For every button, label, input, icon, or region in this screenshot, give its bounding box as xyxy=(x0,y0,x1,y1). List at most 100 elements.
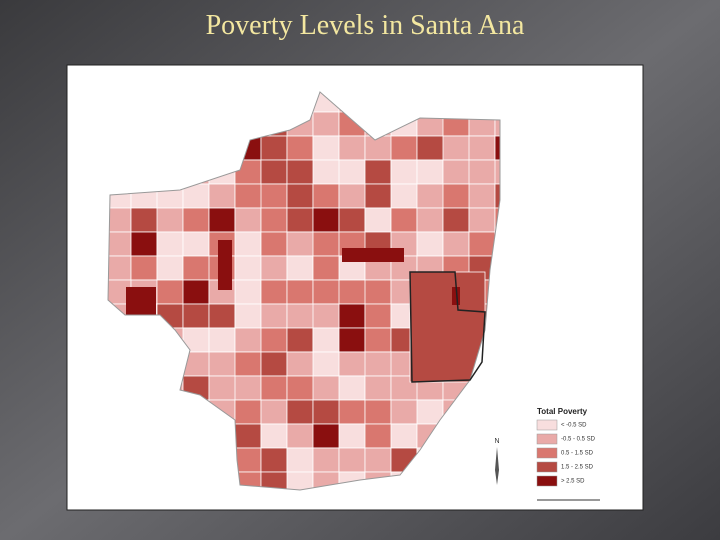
legend-swatch xyxy=(536,433,558,445)
tract xyxy=(156,255,184,281)
tract xyxy=(468,183,496,209)
tract xyxy=(260,351,288,377)
tract xyxy=(260,135,288,161)
legend-swatch xyxy=(536,475,558,487)
tract xyxy=(286,399,314,425)
tract xyxy=(260,375,288,401)
tract xyxy=(409,271,486,383)
tract xyxy=(390,423,418,449)
slide-title: Poverty Levels in Santa Ana xyxy=(206,10,525,41)
tract xyxy=(208,183,236,209)
tract xyxy=(312,135,340,161)
tract xyxy=(126,287,156,315)
tract xyxy=(234,423,262,449)
tract xyxy=(494,135,500,161)
tract xyxy=(234,447,262,473)
tract xyxy=(286,255,314,281)
tract xyxy=(416,399,444,425)
tract xyxy=(218,240,232,290)
tract xyxy=(338,375,366,401)
tract xyxy=(286,327,314,353)
tract xyxy=(364,303,392,329)
tract xyxy=(390,135,418,161)
tract xyxy=(416,231,444,257)
legend-swatch xyxy=(536,461,558,473)
tract xyxy=(182,207,210,233)
legend-label: > 2.5 SD xyxy=(561,479,585,485)
tract xyxy=(286,135,314,161)
tract xyxy=(260,231,288,257)
tract xyxy=(468,135,496,161)
tract xyxy=(390,159,418,185)
tract xyxy=(416,207,444,233)
tract xyxy=(234,207,262,233)
tract xyxy=(364,399,392,425)
north-label: N xyxy=(494,438,499,445)
tract xyxy=(260,255,288,281)
tract xyxy=(182,303,210,329)
tract xyxy=(260,303,288,329)
north-arrow-shape xyxy=(495,447,499,485)
tract xyxy=(208,207,236,233)
tract xyxy=(260,447,288,473)
tract xyxy=(312,207,340,233)
tract xyxy=(312,183,340,209)
legend-label: 1.5 - 2.5 SD xyxy=(561,465,594,471)
legend-label: < -0.5 SD xyxy=(561,423,587,429)
tract xyxy=(156,207,184,233)
tract xyxy=(364,207,392,233)
tract xyxy=(442,231,470,257)
tract xyxy=(338,135,366,161)
tract xyxy=(338,399,366,425)
legend-swatch xyxy=(536,447,558,459)
highlight-area xyxy=(409,271,486,383)
tract xyxy=(364,327,392,353)
tract xyxy=(260,327,288,353)
legend-title: Total Poverty xyxy=(537,407,588,416)
tract xyxy=(364,375,392,401)
tract xyxy=(234,231,262,257)
tract xyxy=(234,279,262,305)
tract xyxy=(260,183,288,209)
tract xyxy=(468,231,496,257)
tract xyxy=(182,231,210,257)
tract xyxy=(494,159,500,185)
legend: Total Poverty < -0.5 SD -0.5 - 0.5 SD 0.5 … xyxy=(536,407,596,487)
tract xyxy=(130,255,158,281)
tract xyxy=(338,207,366,233)
tract xyxy=(130,231,158,257)
tract xyxy=(312,111,340,137)
tract xyxy=(338,327,366,353)
tract xyxy=(364,159,392,185)
tract xyxy=(416,159,444,185)
tract xyxy=(260,159,288,185)
tract xyxy=(494,111,500,137)
tract xyxy=(182,279,210,305)
tract xyxy=(260,399,288,425)
tract xyxy=(452,287,460,305)
tract xyxy=(234,399,262,425)
tract xyxy=(390,207,418,233)
tract xyxy=(312,447,340,473)
tract xyxy=(286,183,314,209)
tract xyxy=(156,231,184,257)
tract xyxy=(338,447,366,473)
tract xyxy=(364,279,392,305)
tract xyxy=(286,279,314,305)
tract xyxy=(260,279,288,305)
tract xyxy=(364,447,392,473)
tract xyxy=(234,255,262,281)
tract xyxy=(442,207,470,233)
tract xyxy=(468,207,496,233)
tract xyxy=(260,207,288,233)
tract xyxy=(234,375,262,401)
tract xyxy=(338,303,366,329)
legend-label: -0.5 - 0.5 SD xyxy=(561,437,596,443)
tract xyxy=(494,183,500,209)
tract xyxy=(234,303,262,329)
legend-label: 0.5 - 1.5 SD xyxy=(561,451,594,457)
tract xyxy=(260,423,288,449)
tract xyxy=(208,303,236,329)
